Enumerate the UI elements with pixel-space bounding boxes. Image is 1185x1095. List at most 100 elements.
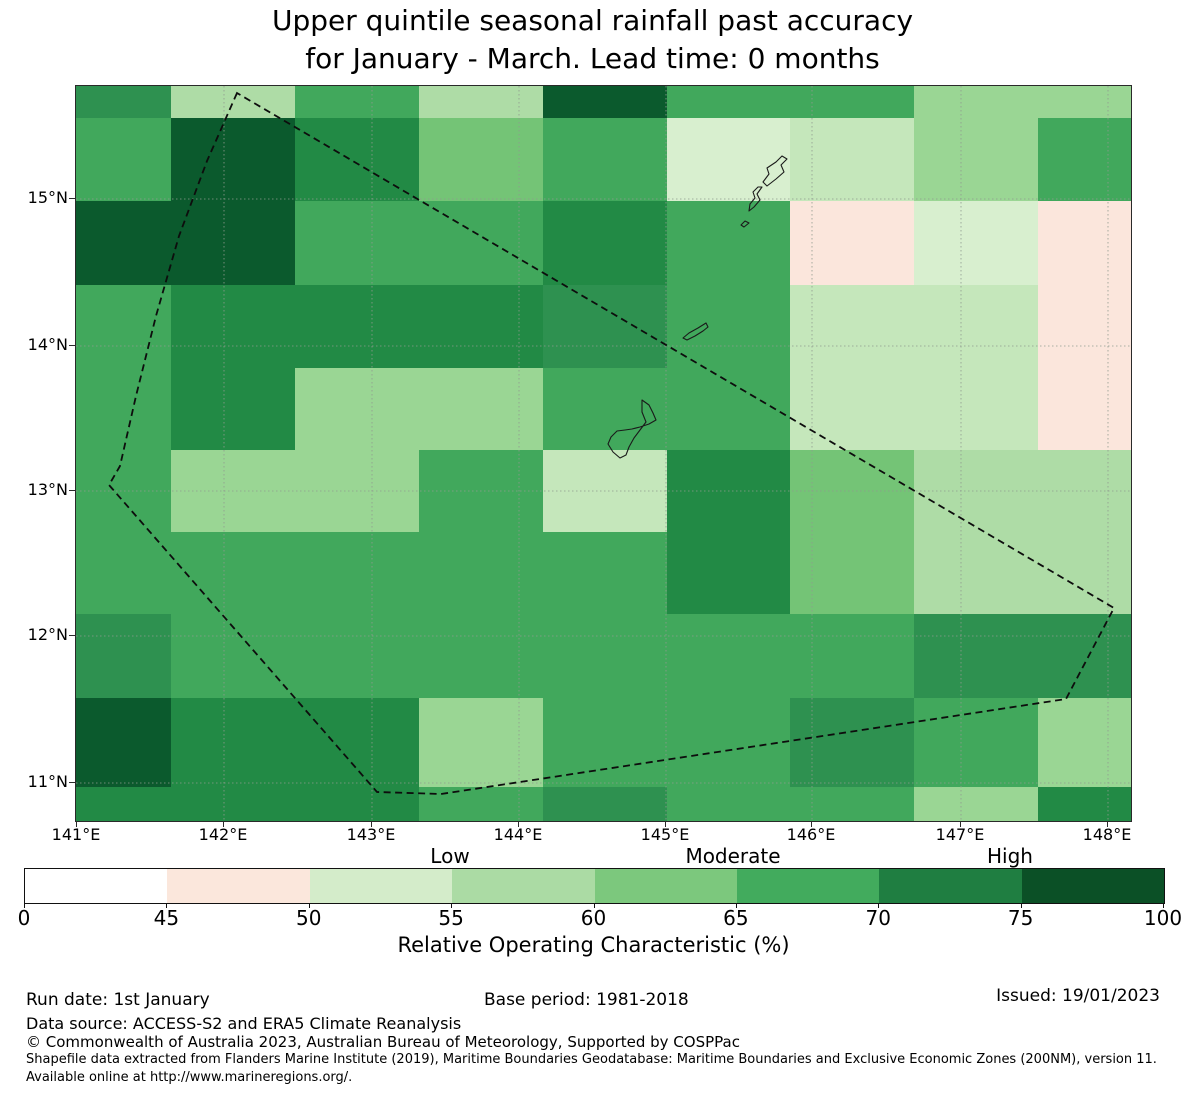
lon-tick-mark bbox=[223, 821, 224, 827]
map-cell bbox=[1038, 86, 1131, 118]
map-cell bbox=[171, 118, 295, 201]
map-cell bbox=[790, 201, 914, 285]
map-cell bbox=[295, 532, 419, 614]
map-cell bbox=[914, 86, 1038, 118]
map-cell bbox=[790, 118, 914, 201]
map-cell bbox=[295, 368, 419, 450]
lon-tick-label: 141°E bbox=[51, 825, 101, 844]
map-cell bbox=[543, 201, 667, 285]
map-cell bbox=[543, 532, 667, 614]
map-cell bbox=[914, 118, 1038, 201]
colorbar-tick-label: 75 bbox=[1007, 906, 1034, 930]
colorbar-tick-label: 70 bbox=[865, 906, 891, 930]
map-cell bbox=[76, 118, 171, 201]
lon-tick-label: 147°E bbox=[935, 825, 985, 844]
map-cell bbox=[667, 201, 790, 285]
colorbar-segment bbox=[879, 869, 1022, 903]
map-cell bbox=[419, 450, 543, 532]
lon-tick-mark bbox=[371, 821, 372, 827]
map-cell bbox=[667, 118, 790, 201]
lon-tick-mark bbox=[811, 821, 812, 827]
map-cell bbox=[76, 201, 171, 285]
legend-zone-label-high: High bbox=[987, 844, 1033, 868]
map-cell bbox=[790, 532, 914, 614]
colorbar-segment bbox=[309, 869, 453, 903]
map-cell bbox=[295, 201, 419, 285]
map-cell bbox=[76, 532, 171, 614]
map-cell bbox=[419, 614, 543, 698]
lat-tick-label: 12°N bbox=[27, 625, 68, 644]
map-cell bbox=[543, 787, 667, 821]
map-cell bbox=[419, 201, 543, 285]
map-cell bbox=[1038, 698, 1131, 787]
lat-tick-mark bbox=[69, 782, 75, 783]
colorbar-tick-mark bbox=[1163, 903, 1164, 908]
lat-tick-mark bbox=[69, 635, 75, 636]
colorbar-tick-mark bbox=[1020, 903, 1022, 908]
map-cell bbox=[790, 368, 914, 450]
data-source-text: Data source: ACCESS-S2 and ERA5 Climate … bbox=[26, 1014, 462, 1033]
map-cell bbox=[667, 614, 790, 698]
map-cell bbox=[171, 698, 295, 787]
legend-zone-label-moderate: Moderate bbox=[685, 844, 781, 868]
map-cell bbox=[914, 201, 1038, 285]
issued-date-text: Issued: 19/01/2023 bbox=[996, 986, 1160, 1006]
copyright-text: © Commonwealth of Australia 2023, Austra… bbox=[26, 1033, 740, 1051]
map-cell bbox=[1038, 118, 1131, 201]
map-cell bbox=[914, 614, 1038, 698]
map-area bbox=[75, 85, 1132, 822]
map-cell bbox=[171, 532, 295, 614]
map-cell bbox=[171, 201, 295, 285]
colorbar-tick-label: 50 bbox=[296, 906, 322, 930]
lat-tick-mark bbox=[69, 198, 75, 199]
map-cell bbox=[295, 285, 419, 368]
map-cell bbox=[419, 787, 543, 821]
map-cell bbox=[419, 118, 543, 201]
map-cell bbox=[1038, 787, 1131, 821]
map-cell bbox=[790, 614, 914, 698]
map-cell bbox=[295, 86, 419, 118]
map-cell bbox=[1038, 285, 1131, 368]
map-cell bbox=[543, 118, 667, 201]
base-period-text: Base period: 1981-2018 bbox=[484, 990, 689, 1010]
map-cell bbox=[419, 285, 543, 368]
lat-tick-label: 11°N bbox=[27, 772, 68, 791]
map-cell bbox=[1038, 368, 1131, 450]
map-cell bbox=[790, 787, 914, 821]
map-cell bbox=[295, 614, 419, 698]
lon-tick-label: 144°E bbox=[493, 825, 543, 844]
map-cell bbox=[543, 614, 667, 698]
map-cell bbox=[543, 285, 667, 368]
colorbar-tick-label: 60 bbox=[580, 906, 607, 930]
map-cell bbox=[667, 698, 790, 787]
map-cell bbox=[295, 698, 419, 787]
map-cell bbox=[1038, 614, 1131, 698]
colorbar-tick-label: 55 bbox=[438, 906, 464, 930]
map-cell bbox=[543, 698, 667, 787]
lat-tick-mark bbox=[69, 345, 75, 346]
colorbar-segment bbox=[452, 869, 595, 903]
lon-tick-mark bbox=[960, 821, 961, 827]
lon-tick-label: 143°E bbox=[346, 825, 396, 844]
map-cell bbox=[914, 450, 1038, 532]
colorbar-segment bbox=[167, 869, 310, 903]
map-cell bbox=[419, 532, 543, 614]
lat-tick-label: 14°N bbox=[27, 335, 68, 354]
lon-tick-mark bbox=[1107, 821, 1108, 827]
lon-tick-mark bbox=[665, 821, 666, 827]
map-cell bbox=[76, 86, 171, 118]
map-cell bbox=[543, 368, 667, 450]
map-cell bbox=[76, 614, 171, 698]
map-cell bbox=[1038, 532, 1131, 614]
map-cell bbox=[76, 450, 171, 532]
colorbar-tick-label: 100 bbox=[1143, 906, 1183, 930]
legend-zone-label-low: Low bbox=[430, 844, 470, 868]
colorbar-segment bbox=[25, 869, 168, 903]
colorbar-segment bbox=[594, 869, 737, 903]
map-cell bbox=[1038, 201, 1131, 285]
map-cell bbox=[419, 368, 543, 450]
colorbar-segment bbox=[1021, 869, 1164, 903]
map-cell bbox=[914, 787, 1038, 821]
map-cell bbox=[914, 368, 1038, 450]
map-cell bbox=[667, 285, 790, 368]
